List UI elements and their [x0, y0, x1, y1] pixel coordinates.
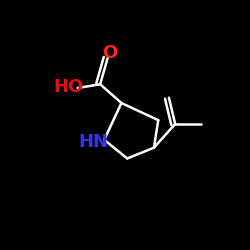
Text: HO: HO [53, 78, 83, 96]
Text: HN: HN [79, 133, 109, 151]
Text: O: O [102, 44, 117, 62]
